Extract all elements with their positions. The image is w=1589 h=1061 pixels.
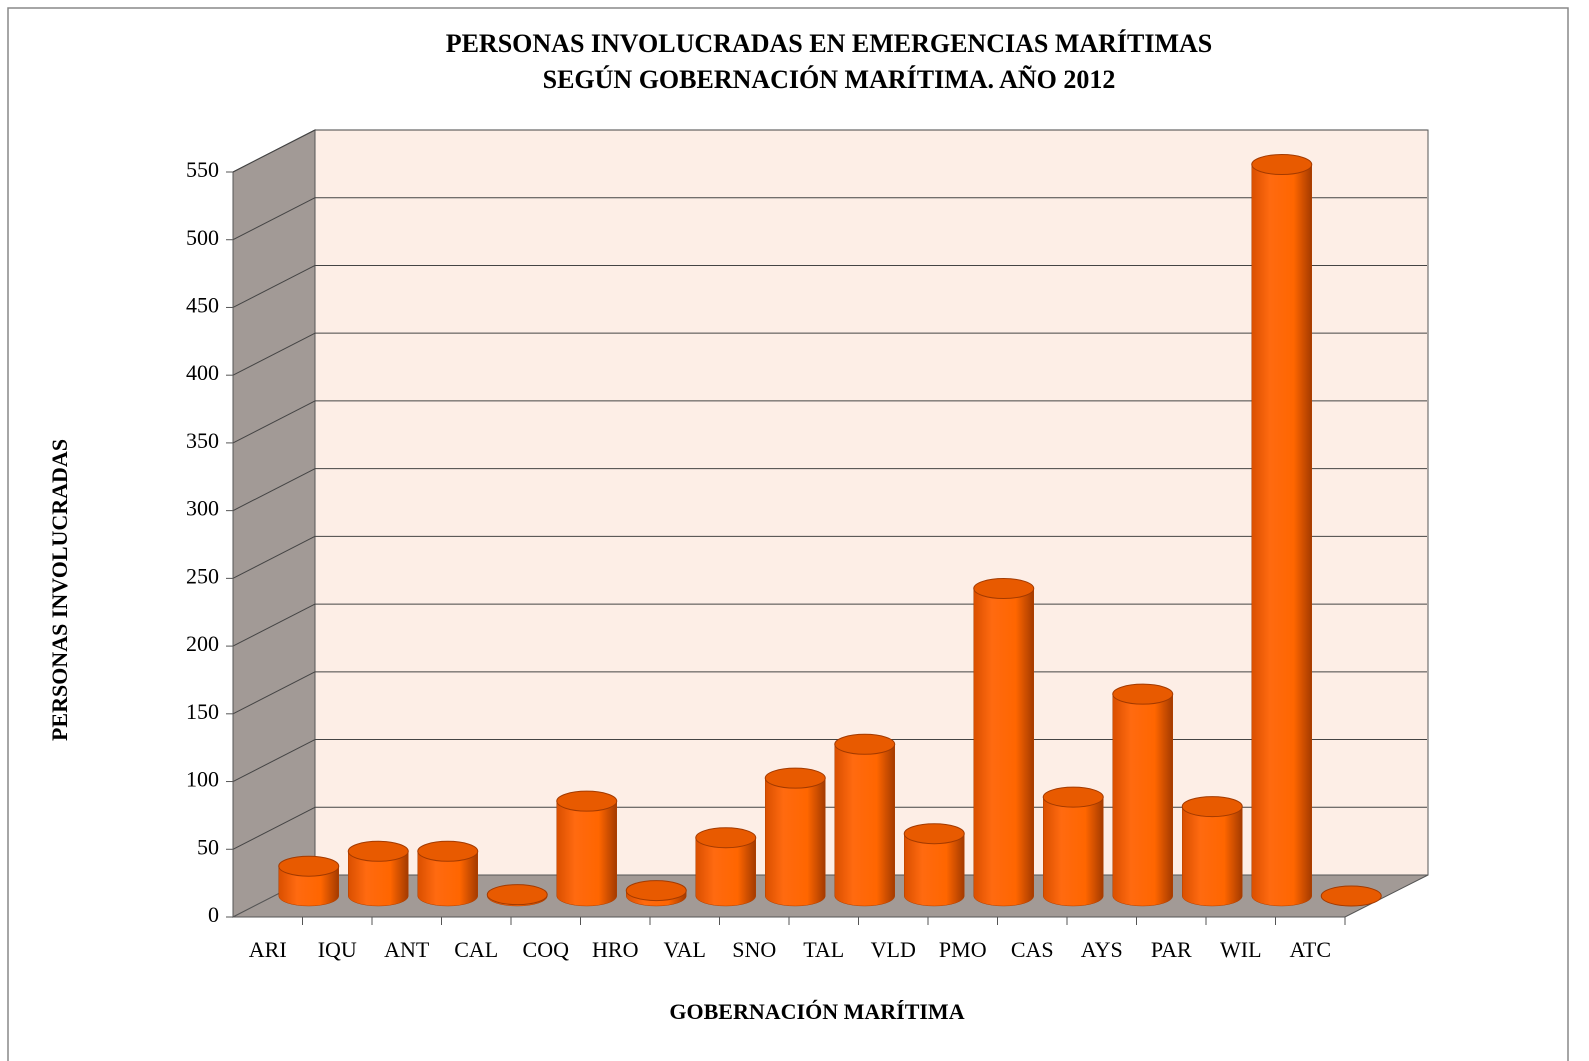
y-tick-label: 200 <box>186 631 219 656</box>
bar <box>1043 796 1104 907</box>
bar-top <box>834 733 896 755</box>
y-tick-label: 500 <box>186 225 219 250</box>
bar-top <box>695 827 757 849</box>
x-tick-label: WIL <box>1220 937 1262 962</box>
bar <box>417 851 478 907</box>
x-axis-label: GOBERNACIÓN MARÍTIMA <box>669 999 964 1024</box>
bar-top <box>625 880 687 902</box>
y-tick-label: 300 <box>186 496 219 521</box>
bar <box>348 851 409 907</box>
x-tick-label: COQ <box>523 937 570 962</box>
bar-top <box>1112 683 1174 705</box>
bar <box>973 588 1034 907</box>
grid-line <box>232 197 316 241</box>
y-tick-label: 100 <box>186 767 219 792</box>
bar <box>556 800 617 907</box>
x-tick-label: VLD <box>871 937 916 962</box>
floor <box>232 874 1429 918</box>
x-tick-label: PMO <box>939 937 987 962</box>
x-tick-label: SNO <box>732 937 776 962</box>
y-tick-label: 150 <box>186 699 219 724</box>
bar <box>1182 806 1243 907</box>
grid-line <box>232 671 316 715</box>
y-tick-label: 0 <box>208 902 219 927</box>
y-tick-label: 450 <box>186 293 219 318</box>
bar-top <box>973 578 1035 600</box>
x-tick-label: ANT <box>384 937 430 962</box>
x-tick-label: ARI <box>249 937 287 962</box>
bar-top <box>347 840 409 862</box>
x-tick-label: TAL <box>803 937 844 962</box>
grid-line <box>232 400 316 444</box>
grid-line <box>232 603 316 647</box>
grid-line <box>232 806 316 850</box>
side-wall <box>232 129 316 918</box>
x-tick-label: ATC <box>1289 937 1331 962</box>
y-tick-label: 50 <box>197 834 219 859</box>
x-tick-label: PAR <box>1151 937 1192 962</box>
grid-line <box>232 739 316 782</box>
y-axis-label: PERSONAS INVOLUCRADAS <box>47 439 72 741</box>
bar-top <box>278 855 340 877</box>
bar-top <box>486 884 548 906</box>
y-tick-label: 400 <box>186 360 219 385</box>
bar-top <box>1251 154 1313 176</box>
bar <box>1251 164 1312 907</box>
grid-line <box>232 535 316 579</box>
bar-top <box>903 823 965 845</box>
bar <box>1112 693 1173 907</box>
bar-top <box>556 790 618 812</box>
x-tick-label: HRO <box>592 937 638 962</box>
bar <box>765 777 826 907</box>
x-tick-label: CAL <box>454 937 498 962</box>
grid-line <box>232 129 316 173</box>
bar-top <box>1320 885 1382 907</box>
x-tick-label: CAS <box>1011 937 1054 962</box>
bar-top <box>1042 786 1104 808</box>
bar-top <box>417 840 479 862</box>
x-tick-label: VAL <box>664 937 706 962</box>
bar <box>834 744 895 907</box>
chart-title: SEGÚN GOBERNACIÓN MARÍTIMA. AÑO 2012 <box>543 65 1116 94</box>
bar <box>695 837 756 907</box>
bar-top <box>1181 796 1243 818</box>
bar <box>904 833 965 907</box>
chart-title: PERSONAS INVOLUCRADAS EN EMERGENCIAS MAR… <box>446 29 1213 58</box>
grid-line <box>232 332 316 376</box>
bar <box>278 865 339 907</box>
x-tick-label: IQU <box>318 937 357 962</box>
grid-line <box>232 265 316 308</box>
grid-line <box>232 468 316 512</box>
y-tick-label: 550 <box>186 157 219 182</box>
bar-top <box>764 767 826 789</box>
x-tick-label: AYS <box>1081 937 1123 962</box>
y-tick-label: 250 <box>186 563 219 588</box>
y-tick-label: 350 <box>186 428 219 453</box>
